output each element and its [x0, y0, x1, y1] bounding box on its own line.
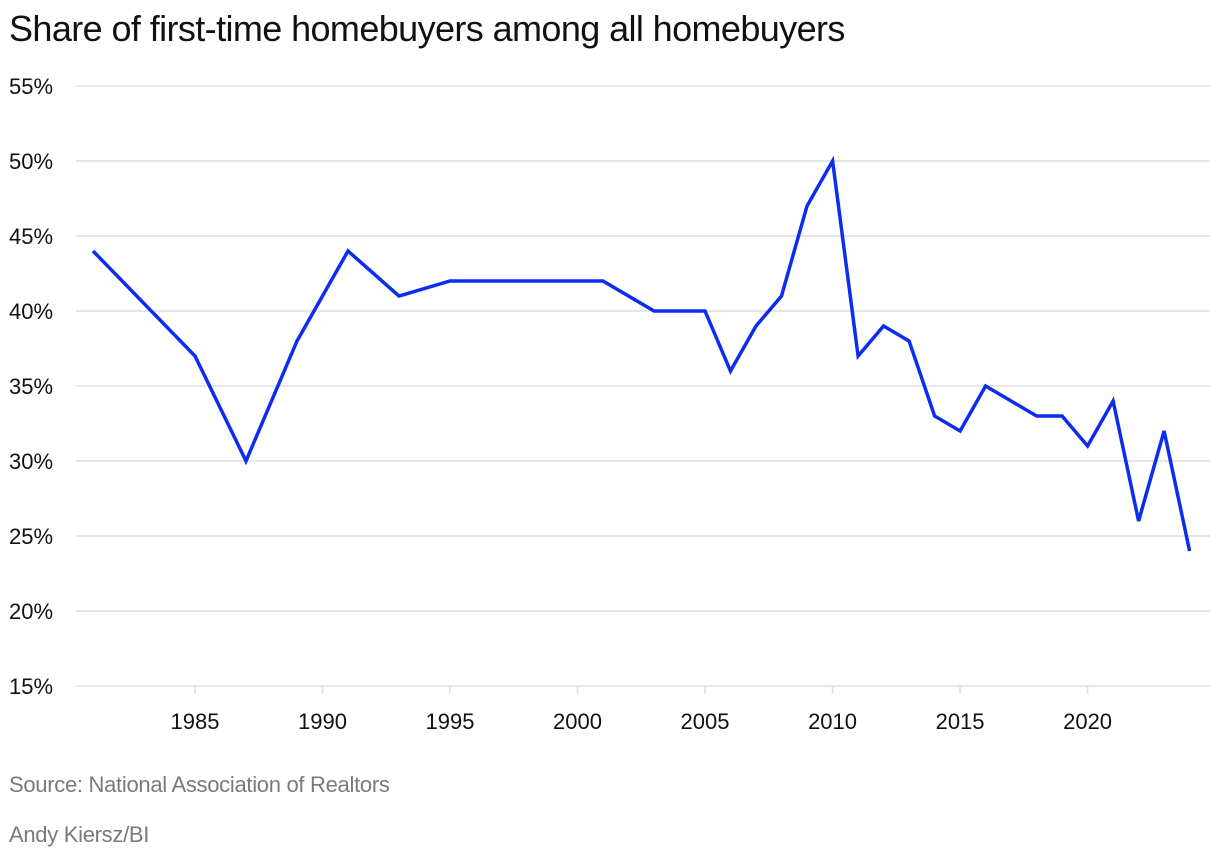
x-tick-label: 1990	[298, 709, 347, 734]
y-tick-label: 35%	[9, 374, 53, 399]
data-point	[984, 384, 988, 388]
data-series	[91, 155, 1192, 553]
y-tick-label: 50%	[9, 149, 53, 174]
series-line	[91, 155, 1192, 552]
data-point	[1086, 444, 1090, 448]
y-tick-label: 25%	[9, 524, 53, 549]
data-point	[193, 354, 197, 358]
credit-note: Andy Kiersz/BI	[9, 822, 150, 847]
data-point	[601, 279, 605, 283]
data-point	[346, 249, 350, 253]
y-tick-label: 20%	[9, 599, 53, 624]
data-point	[805, 204, 809, 208]
data-point	[448, 279, 452, 283]
data-point	[1111, 399, 1115, 403]
x-tick-label: 2005	[681, 709, 730, 734]
data-point	[882, 324, 886, 328]
x-tick-label: 2000	[553, 709, 602, 734]
data-point	[907, 339, 911, 343]
data-point	[678, 309, 682, 313]
y-tick-label: 15%	[9, 674, 53, 699]
data-point	[244, 459, 248, 463]
data-point	[550, 279, 554, 283]
data-point	[780, 294, 784, 298]
data-point	[729, 369, 733, 373]
y-tick-label: 45%	[9, 224, 53, 249]
data-point	[703, 309, 707, 313]
data-point	[91, 249, 95, 253]
data-point	[1009, 399, 1013, 403]
data-point	[1060, 414, 1064, 418]
x-tick-label: 2015	[936, 709, 985, 734]
data-point	[1188, 549, 1192, 553]
y-tick-label: 40%	[9, 299, 53, 324]
x-tick-label: 1985	[170, 709, 219, 734]
data-point	[397, 294, 401, 298]
data-point	[933, 414, 937, 418]
y-tick-label: 55%	[9, 74, 53, 99]
data-point	[754, 324, 758, 328]
x-tick-label: 2010	[808, 709, 857, 734]
x-tick-label: 2020	[1063, 709, 1112, 734]
data-point	[831, 159, 835, 163]
data-point	[652, 309, 656, 313]
data-point	[958, 429, 962, 433]
x-tick-label: 1995	[426, 709, 475, 734]
source-note: Source: National Association of Realtors	[9, 772, 390, 797]
data-point	[1035, 414, 1039, 418]
data-point	[295, 339, 299, 343]
data-point	[1137, 519, 1141, 523]
data-point	[1162, 429, 1166, 433]
chart-title: Share of first-time homebuyers among all…	[9, 8, 845, 49]
y-axis-tick-labels: 15% 20% 25% 30% 35% 40% 45% 50% 55%	[9, 74, 53, 699]
gridlines	[76, 85, 1210, 687]
y-tick-label: 30%	[9, 449, 53, 474]
x-axis-ticks: 1985 1990 1995 2000 2005 2010 2015 2020	[170, 686, 1112, 734]
data-point	[856, 354, 860, 358]
data-point	[499, 279, 503, 283]
